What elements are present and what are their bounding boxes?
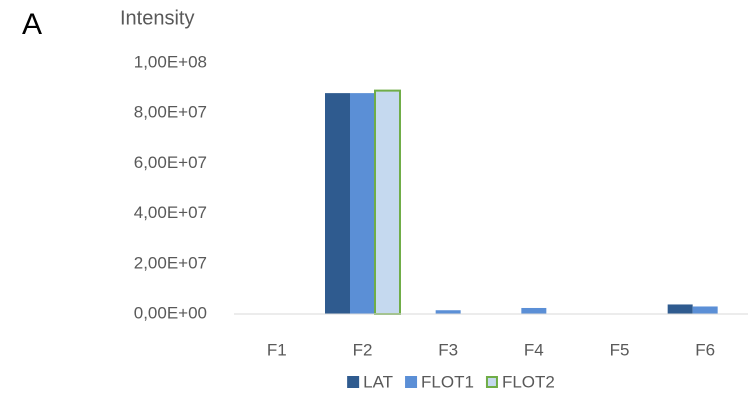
- y-axis-title: Intensity: [120, 7, 194, 29]
- x-tick-label: F6: [695, 340, 715, 359]
- legend-label: FLOT2: [502, 372, 555, 391]
- y-tick-label: 1,00E+08: [134, 52, 207, 71]
- legend-label: LAT: [363, 372, 393, 391]
- x-tick-label: F1: [267, 340, 287, 359]
- y-tick-label: 0,00E+00: [134, 303, 207, 322]
- y-tick-label: 4,00E+07: [134, 203, 207, 222]
- bar: [667, 304, 693, 314]
- x-tick-label: F2: [353, 340, 373, 359]
- legend-label: FLOT1: [421, 372, 474, 391]
- bar: [435, 310, 461, 314]
- bar: [374, 89, 401, 315]
- legend-swatch: [485, 376, 498, 388]
- bar: [325, 93, 350, 315]
- y-tick-label: 8,00E+07: [134, 103, 207, 122]
- y-tick-label: 6,00E+07: [134, 153, 207, 172]
- panel-label: A: [22, 8, 42, 41]
- y-tick-label: 2,00E+07: [134, 253, 207, 272]
- x-tick-label: F5: [610, 340, 630, 359]
- x-tick-label: F4: [524, 340, 544, 359]
- bar: [350, 93, 375, 315]
- x-tick-label: F3: [438, 340, 458, 359]
- bar: [692, 306, 718, 314]
- legend-swatch: [405, 376, 418, 388]
- legend-swatch: [347, 376, 360, 388]
- bar: [521, 307, 547, 314]
